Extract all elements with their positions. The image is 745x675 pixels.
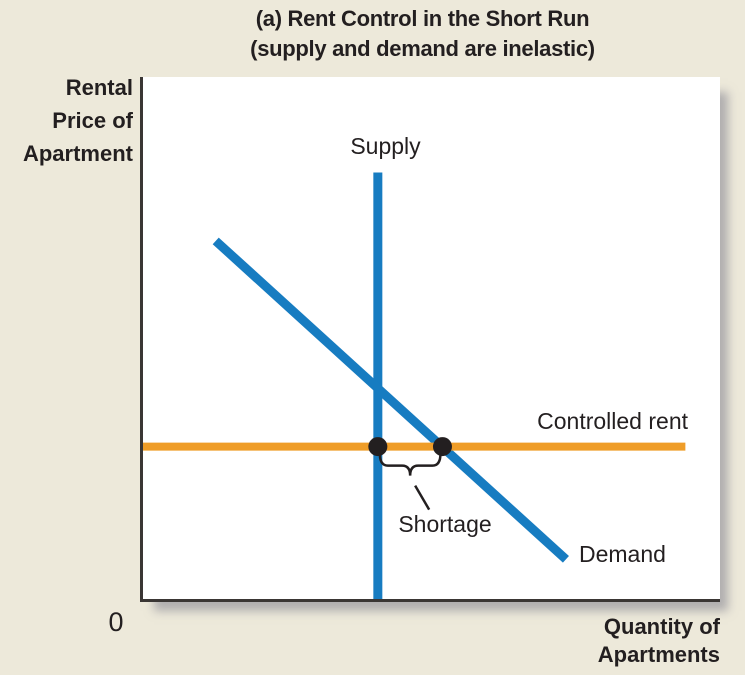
shortage-brace: [378, 453, 442, 476]
quantity-demanded-point: [432, 437, 452, 457]
shortage-annotation-label: Shortage: [398, 511, 492, 537]
controlled-rent-label: Controlled rent: [537, 408, 688, 434]
x-axis-label: Quantity of Apartments: [597, 614, 720, 667]
plot-canvas: [143, 172, 686, 599]
chart-title-line1: (a) Rent Control in the Short Run: [255, 6, 590, 31]
y-axis-label: Rental Price of Apartment: [22, 75, 133, 166]
demand-curve-label: Demand: [579, 541, 666, 567]
supply-curve-label: Supply: [350, 133, 421, 159]
shortage-leader-line: [414, 484, 431, 511]
origin-zero-label: 0: [108, 607, 124, 637]
demand-curve: [212, 237, 569, 563]
chart-title: (a) Rent Control in the Short Run (suppl…: [115, 4, 730, 64]
chart-title-line2: (supply and demand are inelastic): [250, 36, 595, 61]
quantity-supplied-point: [368, 437, 388, 457]
plot-area: Supply Controlled rent Demand Shortage: [140, 77, 720, 602]
